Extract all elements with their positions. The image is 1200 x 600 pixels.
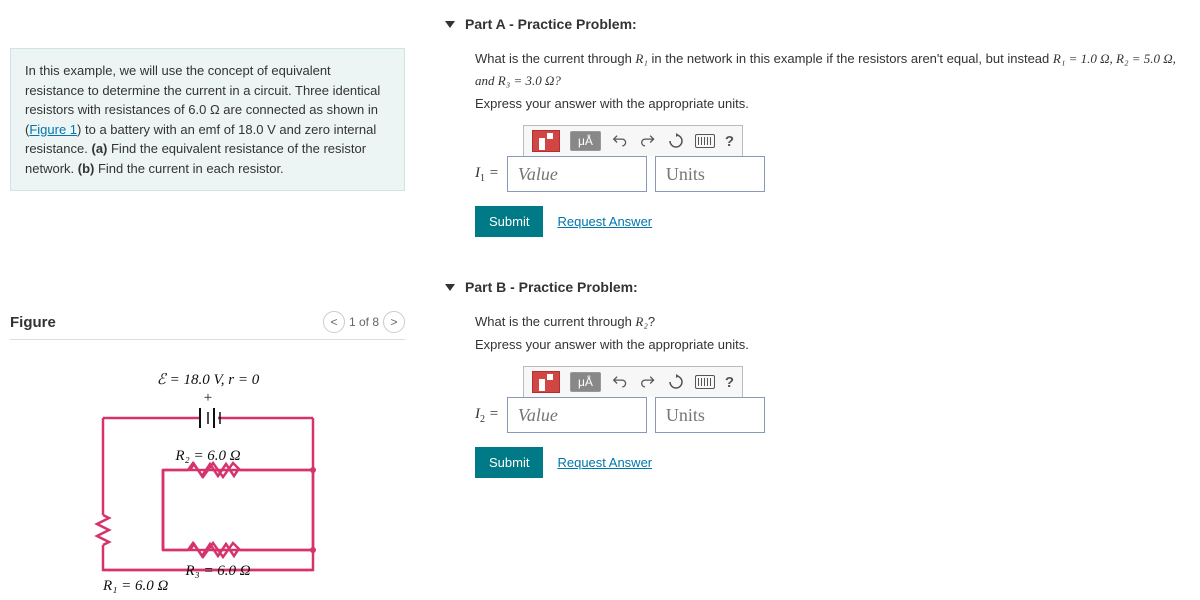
part-a-title: Part A - Practice Problem: bbox=[465, 16, 637, 32]
answer-toolbar-a: μÅ ? bbox=[523, 125, 743, 156]
part-a-hint: Express your answer with the appropriate… bbox=[475, 96, 1190, 111]
answer-toolbar-b: μÅ ? bbox=[523, 366, 743, 397]
part-b-title: Part B - Practice Problem: bbox=[465, 279, 638, 295]
answer-variable-b: I2 = bbox=[475, 397, 507, 433]
pager-next-button[interactable]: > bbox=[383, 311, 405, 333]
units-format-button[interactable]: μÅ bbox=[570, 372, 601, 392]
templates-icon[interactable] bbox=[532, 130, 560, 152]
help-icon[interactable]: ? bbox=[725, 374, 734, 391]
part-b-collapse-icon[interactable] bbox=[445, 284, 455, 291]
circuit-diagram: ℰ = 18.0 V, r = 0 + bbox=[58, 370, 358, 600]
figure-link[interactable]: Figure 1 bbox=[29, 122, 77, 137]
part-b-label: (b) bbox=[78, 161, 95, 176]
value-input-a[interactable] bbox=[507, 156, 647, 192]
r3-label: R₃ = 6.0 Ω bbox=[184, 563, 250, 579]
undo-icon[interactable] bbox=[611, 133, 629, 149]
templates-icon[interactable] bbox=[532, 371, 560, 393]
help-icon[interactable]: ? bbox=[725, 133, 734, 150]
pager-status: 1 of 8 bbox=[349, 315, 379, 329]
part-b-hint: Express your answer with the appropriate… bbox=[475, 337, 1190, 352]
figure-pager: < 1 of 8 > bbox=[323, 311, 405, 333]
emf-label: ℰ = 18.0 V, r = 0 bbox=[156, 372, 259, 388]
keyboard-icon[interactable] bbox=[695, 375, 715, 389]
svg-text:+: + bbox=[203, 390, 211, 406]
pager-prev-button[interactable]: < bbox=[323, 311, 345, 333]
submit-button-a[interactable]: Submit bbox=[475, 206, 543, 237]
request-answer-link-a[interactable]: Request Answer bbox=[557, 214, 652, 229]
r1-label: R₁ = 6.0 Ω bbox=[102, 578, 168, 594]
submit-button-b[interactable]: Submit bbox=[475, 447, 543, 478]
value-input-b[interactable] bbox=[507, 397, 647, 433]
reset-icon[interactable] bbox=[667, 374, 685, 390]
undo-icon[interactable] bbox=[611, 374, 629, 390]
keyboard-icon[interactable] bbox=[695, 134, 715, 148]
figure-title: Figure bbox=[10, 314, 56, 331]
r2-label: R₂ = 6.0 Ω bbox=[174, 448, 240, 464]
part-a-question: What is the current through R₁ in the ne… bbox=[475, 48, 1190, 92]
example-description: In this example, we will use the concept… bbox=[10, 48, 405, 191]
part-b-text: Find the current in each resistor. bbox=[94, 161, 283, 176]
request-answer-link-b[interactable]: Request Answer bbox=[557, 455, 652, 470]
redo-icon[interactable] bbox=[639, 133, 657, 149]
redo-icon[interactable] bbox=[639, 374, 657, 390]
units-format-button[interactable]: μÅ bbox=[570, 131, 601, 151]
units-input-a[interactable] bbox=[655, 156, 765, 192]
answer-variable-a: I1 = bbox=[475, 156, 507, 192]
part-a-label: (a) bbox=[91, 141, 107, 156]
part-a-collapse-icon[interactable] bbox=[445, 21, 455, 28]
part-b-question: What is the current through R₂? bbox=[475, 311, 1190, 333]
units-input-b[interactable] bbox=[655, 397, 765, 433]
reset-icon[interactable] bbox=[667, 133, 685, 149]
